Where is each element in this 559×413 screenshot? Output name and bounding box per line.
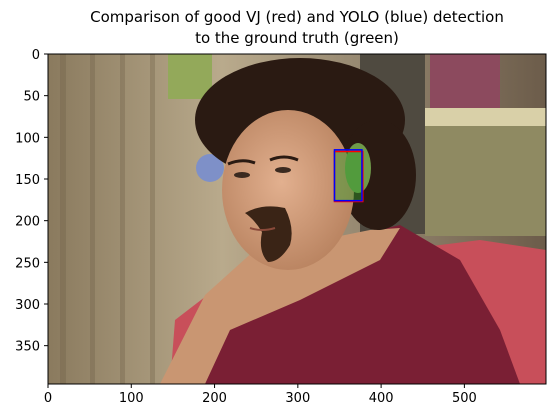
y-tick-label: 0 bbox=[32, 48, 40, 63]
chart-title-line-2: to the ground truth (green) bbox=[195, 29, 399, 47]
mouth bbox=[249, 227, 276, 231]
chart-title-line-1: Comparison of good VJ (red) and YOLO (bl… bbox=[90, 8, 504, 26]
pot bbox=[430, 54, 500, 109]
y-tick-label: 300 bbox=[15, 298, 40, 313]
left-eye bbox=[234, 172, 250, 178]
left-brow bbox=[227, 159, 256, 166]
neck bbox=[160, 228, 400, 384]
x-tick-label: 0 bbox=[44, 391, 52, 406]
x-tick-label: 400 bbox=[369, 391, 394, 406]
x-tick-label: 100 bbox=[119, 391, 144, 406]
shelf-background bbox=[425, 126, 546, 236]
detection-boxes bbox=[333, 149, 364, 203]
box-ground-truth bbox=[333, 150, 363, 202]
y-tick-label: 200 bbox=[15, 215, 40, 230]
box-yolo bbox=[333, 149, 363, 202]
y-axis: 0 50 100 150 200 250 300 350 bbox=[15, 48, 48, 355]
ear bbox=[345, 143, 371, 193]
y-tick-label: 100 bbox=[15, 131, 40, 146]
goatee bbox=[245, 206, 292, 262]
blue-ornament bbox=[196, 154, 224, 182]
x-tick-label: 500 bbox=[452, 391, 477, 406]
right-eye bbox=[275, 167, 291, 173]
shelf bbox=[425, 108, 546, 126]
right-brow bbox=[269, 155, 299, 162]
green-sign bbox=[168, 54, 212, 99]
photo bbox=[48, 54, 546, 384]
y-tick-label: 150 bbox=[15, 173, 40, 188]
y-tick-label: 250 bbox=[15, 256, 40, 271]
y-tick-label: 50 bbox=[23, 90, 40, 105]
wall-slats bbox=[60, 54, 155, 384]
axes-frame bbox=[47, 53, 547, 385]
x-tick-label: 300 bbox=[285, 391, 310, 406]
y-tick-label: 350 bbox=[15, 340, 40, 355]
x-tick-label: 200 bbox=[202, 391, 227, 406]
x-axis: 0 100 200 300 400 500 bbox=[44, 384, 477, 406]
